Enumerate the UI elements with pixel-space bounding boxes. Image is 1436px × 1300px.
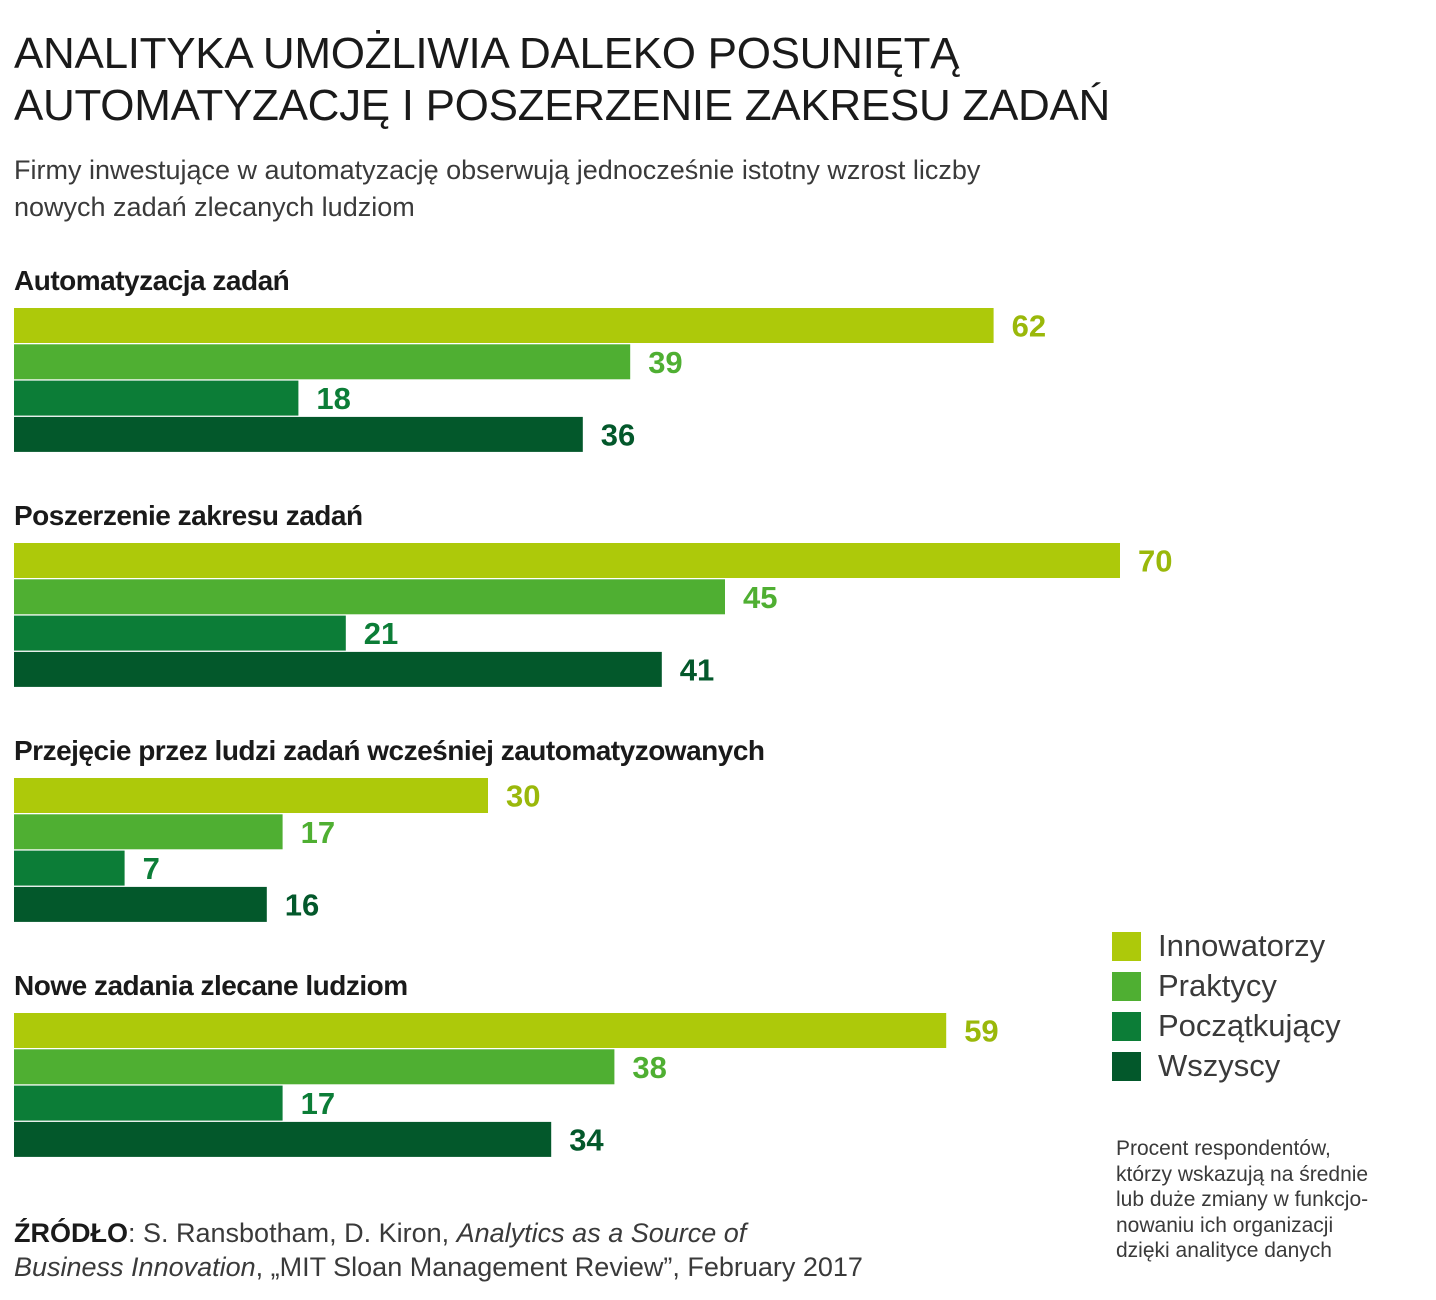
bar-poszerzenie-zakresu-zadan-wszyscy: [14, 651, 662, 687]
chart-subtitle-line-1: Firmy inwestujące w automatyzację obserw…: [14, 155, 981, 185]
chart-title-line-2: AUTOMATYZACJĘ I POSZERZENIE ZAKRESU ZADA…: [14, 81, 1110, 130]
bar-automatyzacja-zadan-poczatkujacy: [14, 380, 299, 416]
unit-note-line-5: dzięki analityce danych: [1116, 1239, 1332, 1262]
unit-note-line-4: nowaniu ich organizacji: [1116, 1213, 1334, 1237]
data-label-automatyzacja-zadan-poczatkujacy: 18: [316, 381, 350, 416]
data-label-poszerzenie-zakresu-zadan-poczatkujacy: 21: [364, 616, 398, 651]
bar-nowe-zadania-zlecane-ludziom-wszyscy: [14, 1121, 552, 1157]
source-publication: , „MIT Sloan Management Review”, Februar…: [255, 1252, 863, 1282]
data-label-poszerzenie-zakresu-zadan-praktycy: 45: [743, 580, 777, 615]
bar-nowe-zadania-zlecane-ludziom-praktycy: [14, 1049, 615, 1085]
bar-nowe-zadania-zlecane-ludziom-innowatorzy: [14, 1013, 947, 1048]
data-label-przejecie-przez-ludzi-zadan-wczesniej-zautomatyzowanych-innowatorzy: 30: [506, 779, 540, 814]
source-citation: ŹRÓDŁO: S. Ransbotham, D. Kiron, Analyti…: [14, 1216, 1014, 1284]
legend-item-praktycy: Praktycy: [1112, 966, 1341, 1006]
source-title-part-1: Analytics as a Source of: [456, 1218, 747, 1248]
chart-title-line-1: ANALITYKA UMOŻLIWIA DALEKO POSUNIĘTĄ: [14, 29, 960, 78]
source-line-1: ŹRÓDŁO: S. Ransbotham, D. Kiron, Analyti…: [14, 1216, 1014, 1250]
data-label-poszerzenie-zakresu-zadan-innowatorzy: 70: [1138, 544, 1172, 579]
source-line-2: Business Innovation, „MIT Sloan Manageme…: [14, 1250, 1014, 1284]
bar-poszerzenie-zakresu-zadan-praktycy: [14, 579, 725, 615]
bar-przejecie-przez-ludzi-zadan-wczesniej-zautomatyzowanych-praktycy: [14, 814, 283, 850]
data-label-przejecie-przez-ludzi-zadan-wczesniej-zautomatyzowanych-poczatkujacy: 7: [143, 851, 160, 886]
legend-label-innowatorzy: Innowatorzy: [1158, 928, 1326, 963]
bar-przejecie-przez-ludzi-zadan-wczesniej-zautomatyzowanych-wszyscy: [14, 886, 267, 922]
data-label-nowe-zadania-zlecane-ludziom-praktycy: 38: [632, 1050, 666, 1085]
bar-poszerzenie-zakresu-zadan-poczatkujacy: [14, 615, 346, 651]
data-label-nowe-zadania-zlecane-ludziom-wszyscy: 34: [569, 1122, 604, 1157]
data-label-automatyzacja-zadan-wszyscy: 36: [601, 417, 635, 452]
bar-przejecie-przez-ludzi-zadan-wczesniej-zautomatyzowanych-poczatkujacy: [14, 850, 125, 886]
chart-title: ANALITYKA UMOŻLIWIA DALEKO POSUNIĘTĄ AUT…: [14, 28, 1414, 132]
bar-przejecie-przez-ludzi-zadan-wczesniej-zautomatyzowanych-innowatorzy: [14, 778, 488, 813]
group-label-przejecie-przez-ludzi-zadan-wczesniej-zautomatyzowanych: Przejęcie przez ludzi zadań wcześniej za…: [14, 735, 765, 766]
group-label-automatyzacja-zadan: Automatyzacja zadań: [14, 265, 289, 296]
source-title-part-2: Business Innovation: [14, 1252, 256, 1282]
data-label-przejecie-przez-ludzi-zadan-wczesniej-zautomatyzowanych-wszyscy: 16: [285, 887, 319, 922]
group-label-nowe-zadania-zlecane-ludziom: Nowe zadania zlecane ludziom: [14, 970, 408, 1001]
legend-item-wszyscy: Wszyscy: [1112, 1046, 1341, 1086]
bar-poszerzenie-zakresu-zadan-innowatorzy: [14, 543, 1120, 578]
unit-note-line-1: Procent respondentów,: [1116, 1137, 1331, 1160]
legend-item-innowatorzy: Innowatorzy: [1112, 926, 1341, 966]
legend-label-wszyscy: Wszyscy: [1158, 1048, 1281, 1083]
bar-automatyzacja-zadan-innowatorzy: [14, 308, 994, 343]
legend-swatch-wszyscy: [1112, 1051, 1141, 1081]
data-label-nowe-zadania-zlecane-ludziom-innowatorzy: 59: [964, 1014, 998, 1049]
legend-label-praktycy: Praktycy: [1158, 968, 1277, 1003]
bar-nowe-zadania-zlecane-ludziom-poczatkujacy: [14, 1085, 283, 1121]
source-label: ŹRÓDŁO: [14, 1218, 128, 1248]
source-authors: : S. Ransbotham, D. Kiron,: [128, 1218, 457, 1248]
unit-note-line-3: lub duże zmiany w funkcjo-: [1116, 1188, 1369, 1211]
legend-swatch-praktycy: [1112, 971, 1141, 1001]
unit-note-line-2: którzy wskazują na średnie: [1116, 1162, 1369, 1186]
chart-subtitle: Firmy inwestujące w automatyzację obserw…: [14, 152, 1214, 226]
legend-swatch-innowatorzy: [1112, 931, 1141, 961]
data-label-nowe-zadania-zlecane-ludziom-poczatkujacy: 17: [301, 1086, 335, 1121]
legend: Innowatorzy Praktycy Początkujący Wszysc…: [1112, 926, 1341, 1086]
data-label-automatyzacja-zadan-innowatorzy: 62: [1012, 309, 1046, 344]
legend-item-poczatkujacy: Początkujący: [1112, 1006, 1341, 1046]
unit-note: Procent respondentów, którzy wskazują na…: [1116, 1136, 1426, 1264]
group-label-poszerzenie-zakresu-zadan: Poszerzenie zakresu zadań: [14, 500, 363, 531]
bar-automatyzacja-zadan-praktycy: [14, 344, 631, 380]
chart-subtitle-line-2: nowych zadań zlecanych ludziom: [14, 192, 415, 222]
data-label-automatyzacja-zadan-praktycy: 39: [648, 345, 682, 380]
data-label-przejecie-przez-ludzi-zadan-wczesniej-zautomatyzowanych-praktycy: 17: [301, 815, 335, 850]
legend-swatch-poczatkujacy: [1112, 1011, 1141, 1041]
bar-automatyzacja-zadan-wszyscy: [14, 416, 583, 452]
data-label-poszerzenie-zakresu-zadan-wszyscy: 41: [680, 652, 714, 687]
legend-label-poczatkujacy: Początkujący: [1158, 1008, 1341, 1043]
